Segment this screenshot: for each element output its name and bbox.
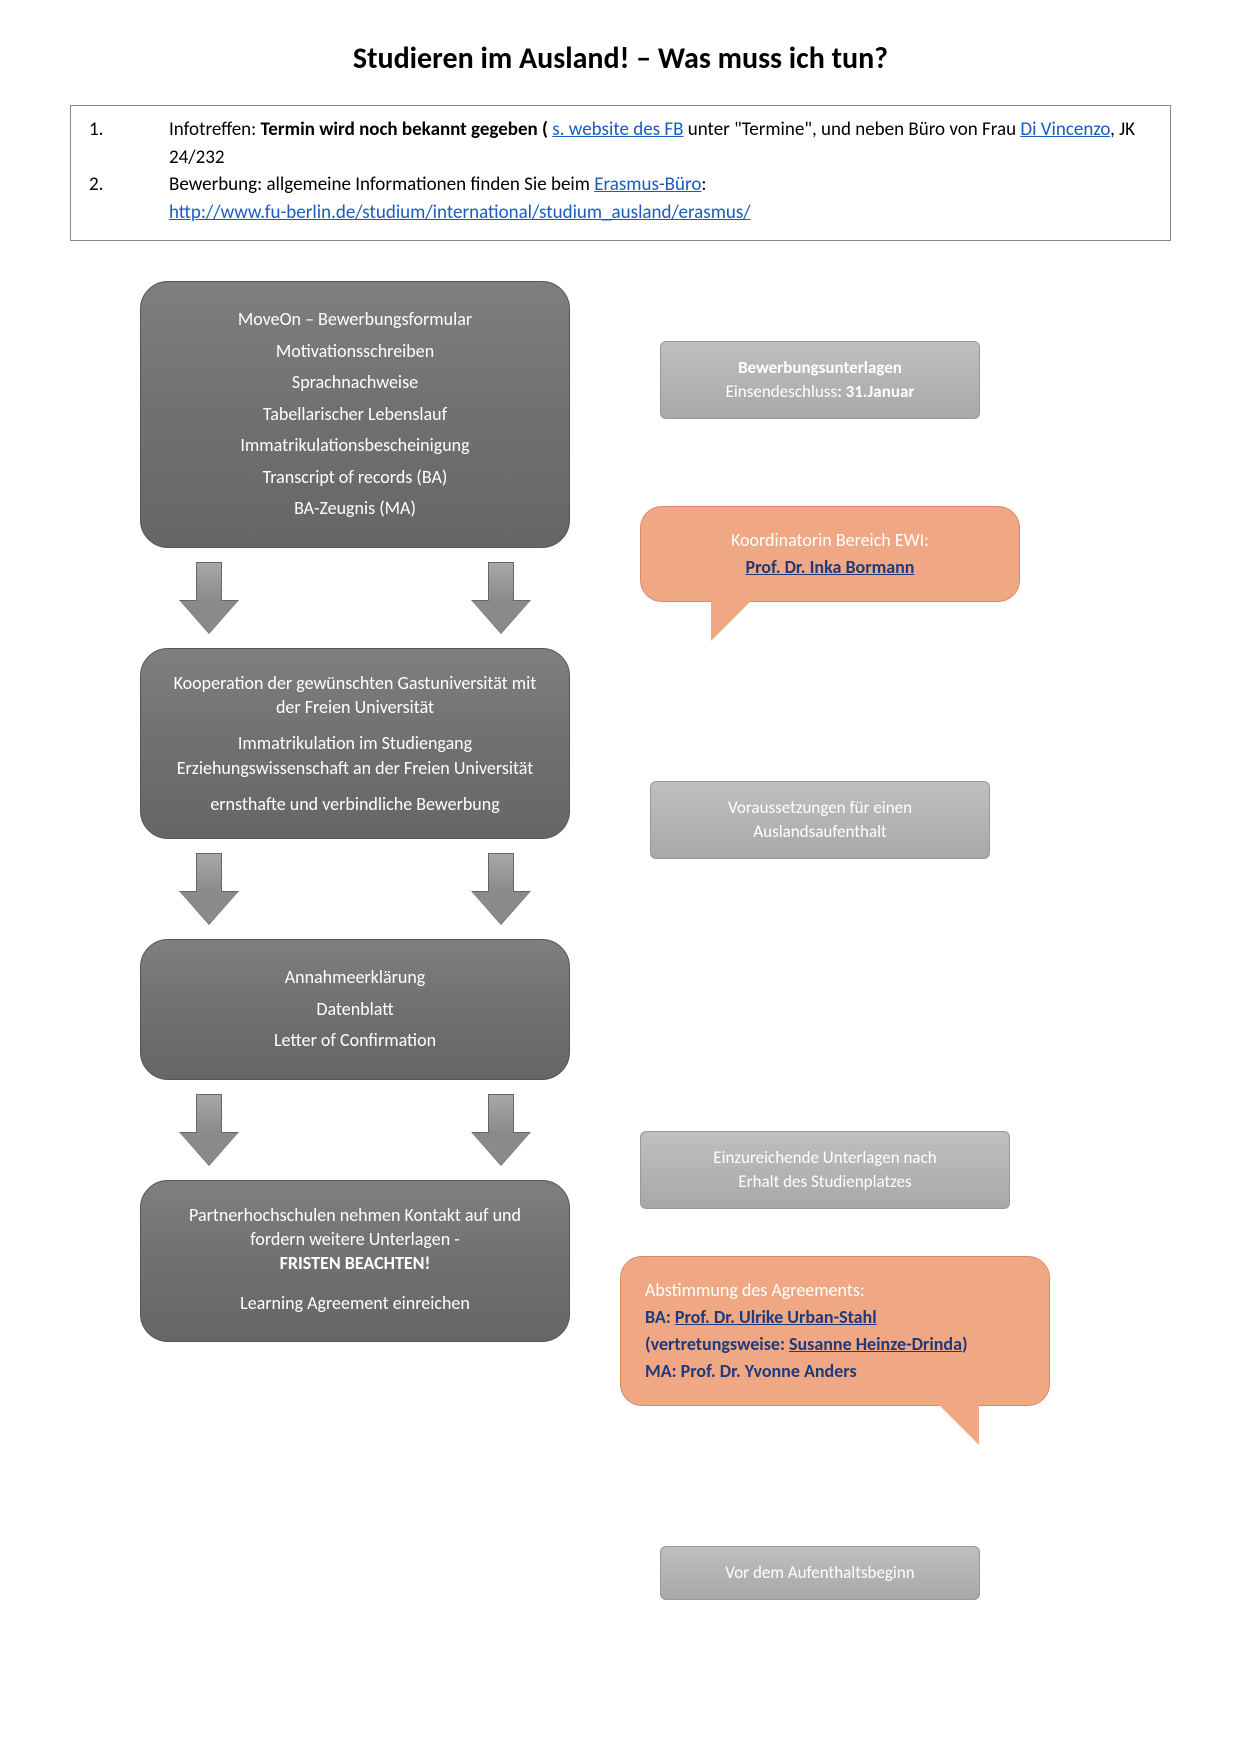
text: MA: Prof. Dr. Yvonne Anders bbox=[645, 1358, 1025, 1385]
text: ) bbox=[962, 1333, 968, 1355]
side-text-bold: : 31.Januar bbox=[837, 381, 914, 402]
side-box-einzureichen: Einzureichende Unterlagen nach Erhalt de… bbox=[640, 1131, 1010, 1209]
flow-para: ernsthafte und verbindliche Bewerbung bbox=[165, 792, 545, 816]
flow-line: Transcript of records (BA) bbox=[165, 462, 545, 494]
flow-para: Immatrikulation im Studiengang Erziehung… bbox=[165, 731, 545, 780]
flow-line: Sprachnachweise bbox=[165, 367, 545, 399]
bubble-heading: Koordinatorin Bereich EWI: bbox=[665, 527, 995, 554]
side-title: Bewerbungsunterlagen bbox=[738, 357, 902, 378]
arrow-down-icon bbox=[472, 853, 530, 925]
text: unter "Termine", und neben Büro von Frau bbox=[683, 118, 1020, 141]
text: Bewerbung: allgemeine Informationen find… bbox=[169, 173, 594, 196]
text: : bbox=[701, 173, 706, 196]
erasmus-buero-link[interactable]: Erasmus-Büro bbox=[594, 173, 701, 196]
side-box-vor-beginn: Vor dem Aufenthaltsbeginn bbox=[660, 1546, 980, 1600]
info-box: 1. Infotreffen: Termin wird noch bekannt… bbox=[70, 105, 1171, 241]
bubble-koordinatorin: Koordinatorin Bereich EWI: Prof. Dr. Ink… bbox=[640, 506, 1020, 602]
arrow-row bbox=[140, 839, 570, 939]
side-text: Auslandsaufenthalt bbox=[753, 821, 886, 842]
text: BA: bbox=[645, 1306, 675, 1328]
arrow-down-icon bbox=[180, 853, 238, 925]
erasmus-url-link[interactable]: http://www.fu-berlin.de/studium/internat… bbox=[169, 201, 751, 224]
bormann-link[interactable]: Prof. Dr. Inka Bormann bbox=[746, 556, 915, 578]
arrow-down-icon bbox=[180, 1094, 238, 1166]
flow-box-bewerbungsunterlagen: MoveOn – Bewerbungsformular Motivationss… bbox=[140, 281, 570, 548]
flow-line: Annahmeerklärung bbox=[165, 962, 545, 994]
side-box-voraussetzungen: Voraussetzungen für einen Auslandsaufent… bbox=[650, 781, 990, 859]
flow-line: Tabellarischer Lebenslauf bbox=[165, 399, 545, 431]
speech-tail-icon bbox=[711, 591, 761, 641]
flow-para: Partnerhochschulen nehmen Kontakt auf un… bbox=[165, 1203, 545, 1276]
flow-box-annahme: Annahmeerklärung Datenblatt Letter of Co… bbox=[140, 939, 570, 1080]
side-text: Voraussetzungen für einen bbox=[728, 797, 912, 818]
urban-stahl-link[interactable]: Prof. Dr. Ulrike Urban-Stahl bbox=[675, 1306, 877, 1328]
arrow-row bbox=[140, 1080, 570, 1180]
flow-line: Letter of Confirmation bbox=[165, 1025, 545, 1057]
flow-para: Kooperation der gewünschten Gastuniversi… bbox=[165, 671, 545, 720]
flow-line: Datenblatt bbox=[165, 994, 545, 1026]
side-text: Vor dem Aufenthaltsbeginn bbox=[725, 1562, 914, 1583]
flow-line: BA-Zeugnis (MA) bbox=[165, 493, 545, 525]
flow-line: Motivationsschreiben bbox=[165, 336, 545, 368]
website-fb-link[interactable]: s. website des FB bbox=[552, 118, 683, 141]
text: (vertretungsweise: bbox=[645, 1333, 789, 1355]
text: Infotreffen: bbox=[169, 118, 261, 141]
list-number: 1. bbox=[89, 116, 169, 171]
flow-box-partner: Partnerhochschulen nehmen Kontakt auf un… bbox=[140, 1180, 570, 1342]
info-item-1: 1. Infotreffen: Termin wird noch bekannt… bbox=[89, 116, 1152, 171]
arrow-down-icon bbox=[472, 1094, 530, 1166]
side-text: Einsendeschluss bbox=[726, 381, 837, 402]
speech-tail-icon bbox=[929, 1395, 979, 1445]
text-bold: Termin wird noch bekannt gegeben ( bbox=[261, 118, 553, 141]
bubble-abstimmung: Abstimmung des Agreements: BA: Prof. Dr.… bbox=[620, 1256, 1050, 1406]
side-text: Erhalt des Studienplatzes bbox=[738, 1171, 911, 1192]
arrow-down-icon bbox=[180, 562, 238, 634]
flow-strong: FRISTEN BEACHTEN! bbox=[280, 1252, 431, 1274]
side-text: Einzureichende Unterlagen nach bbox=[713, 1147, 936, 1168]
flow-column: MoveOn – Bewerbungsformular Motivationss… bbox=[140, 281, 570, 1342]
flow-line: Learning Agreement einreichen bbox=[165, 1288, 545, 1320]
flow-line: MoveOn – Bewerbungsformular bbox=[165, 304, 545, 336]
di-vincenzo-link[interactable]: Di Vincenzo bbox=[1020, 118, 1110, 141]
side-box-bewerbungsunterlagen: Bewerbungsunterlagen Einsendeschluss: 31… bbox=[660, 341, 980, 419]
flow-box-voraussetzungen: Kooperation der gewünschten Gastuniversi… bbox=[140, 648, 570, 839]
page-title: Studieren im Ausland! – Was muss ich tun… bbox=[70, 40, 1171, 77]
arrow-row bbox=[140, 548, 570, 648]
arrow-down-icon bbox=[472, 562, 530, 634]
bubble-heading: Abstimmung des Agreements: bbox=[645, 1277, 1025, 1304]
list-number: 2. bbox=[89, 171, 169, 226]
info-item-2: 2. Bewerbung: allgemeine Informationen f… bbox=[89, 171, 1152, 226]
flow-line: Immatrikulationsbescheinigung bbox=[165, 430, 545, 462]
heinze-drinda-link[interactable]: Susanne Heinze-Drinda bbox=[789, 1333, 962, 1355]
side-column: Bewerbungsunterlagen Einsendeschluss: 31… bbox=[610, 281, 1171, 1641]
